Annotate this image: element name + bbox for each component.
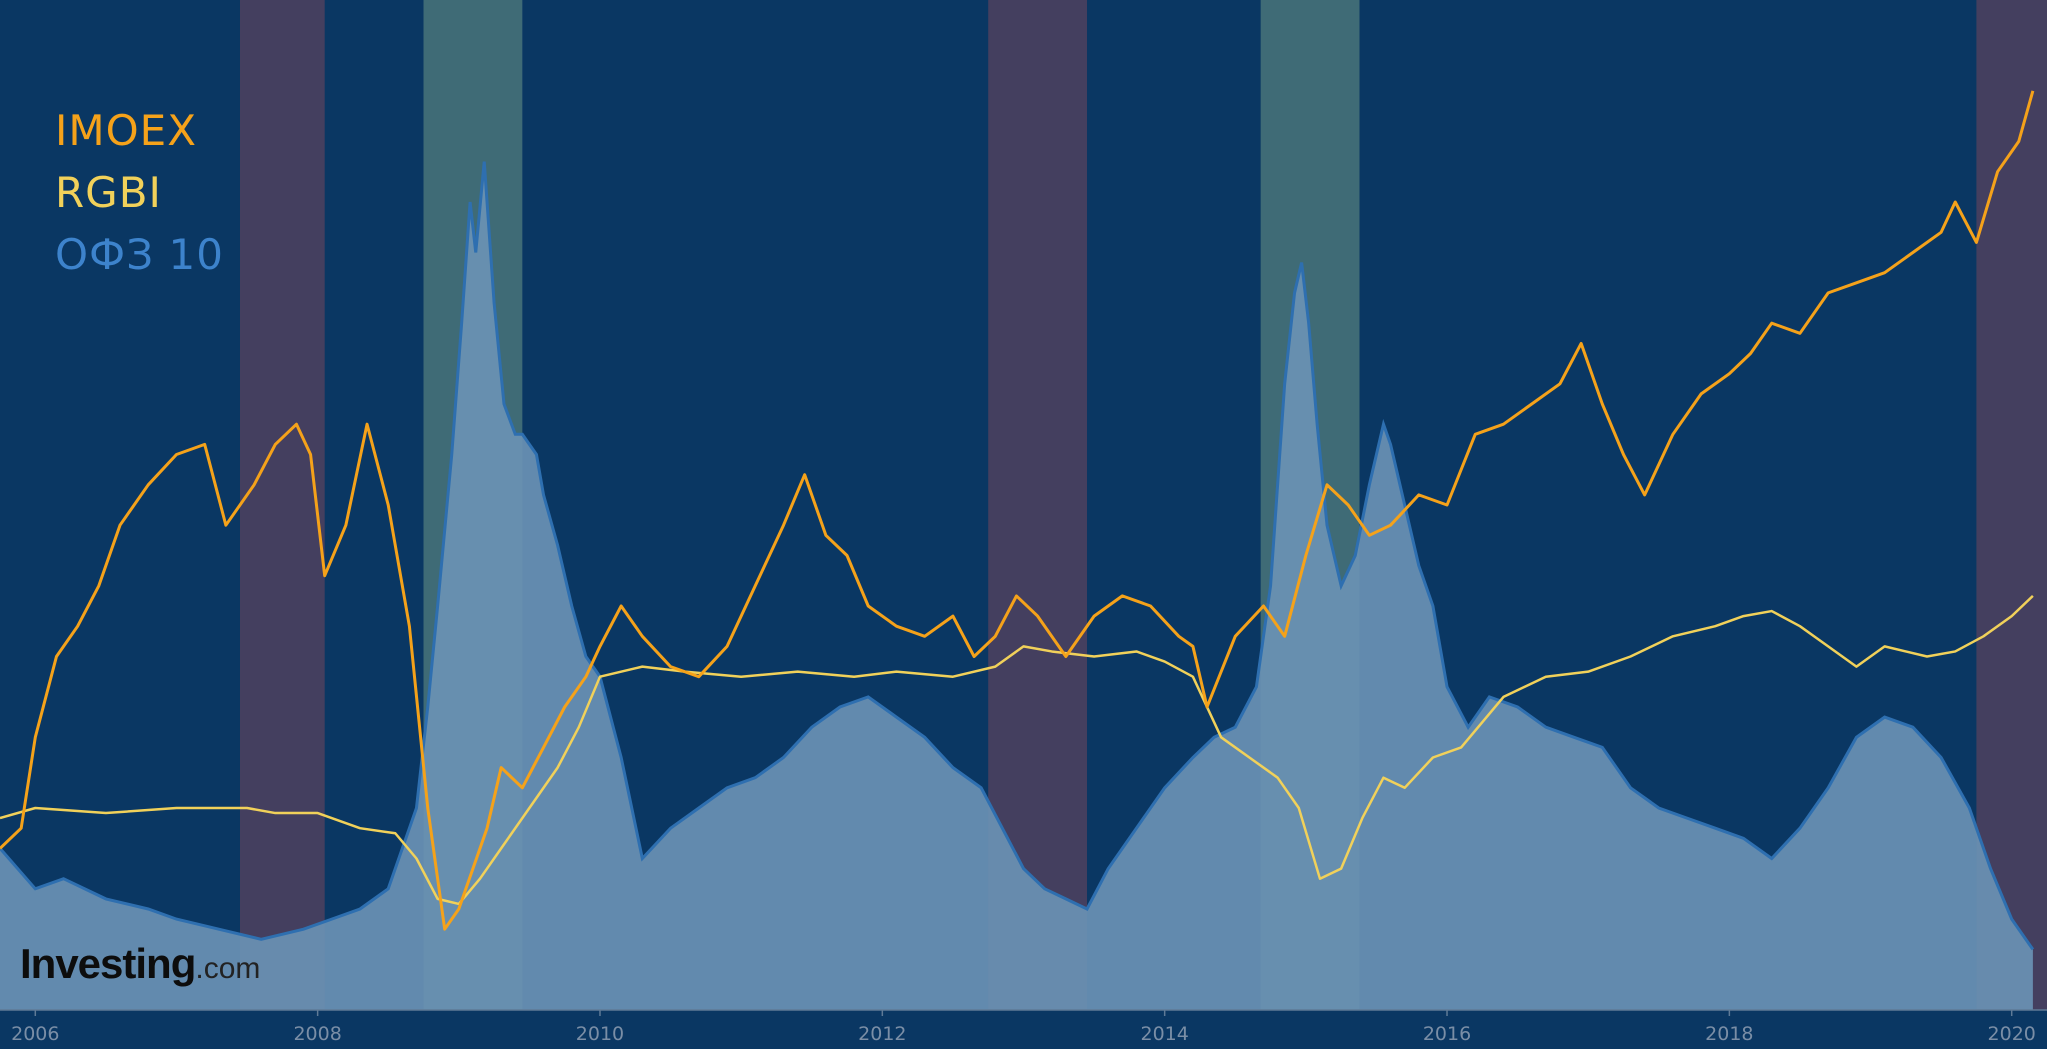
x-axis: 2006 2008 2010 2012 2014 2016 2018 2020 [0,1009,2047,1045]
legend-item-imoex[interactable]: IMOEX [55,106,197,155]
rgbi-line [0,594,2034,906]
ofz10-area [0,161,2035,1011]
shaded-band-1 [239,0,325,1010]
watermark-brand: Investing [20,940,196,987]
watermark-suffix: .com [195,952,261,985]
x-tick-label-2020: 2020 [1988,1023,2036,1045]
x-tick-label-2008: 2008 [293,1023,341,1045]
imoex-line [0,90,2035,931]
x-tick-label-2006: 2006 [11,1023,59,1045]
legend-item-rgbi[interactable]: RGBI [55,168,162,217]
legend-item-ofz10[interactable]: ОФЗ 10 [55,230,224,279]
series-lines [0,90,2035,931]
x-tick-label-2018: 2018 [1705,1023,1753,1045]
ofz10-line [0,161,2035,951]
ofz10-area-fill [0,161,2033,1011]
x-tick-label-2010: 2010 [576,1023,624,1045]
x-tick-label-2016: 2016 [1423,1023,1471,1045]
shaded-band-5 [1976,0,2047,1010]
legend: IMOEX RGBI ОФЗ 10 [55,100,224,286]
x-tick-label-2014: 2014 [1140,1023,1188,1045]
x-tick-label-2012: 2012 [858,1023,906,1045]
investing-logo: Investing.com [20,940,260,988]
